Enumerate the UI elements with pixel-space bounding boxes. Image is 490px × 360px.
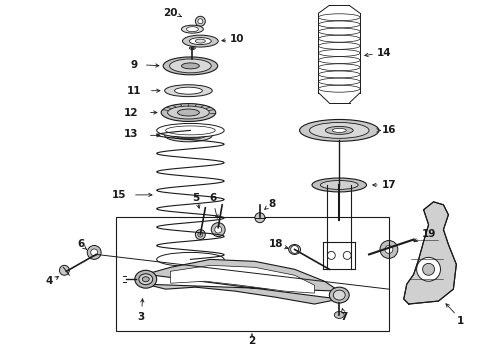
Text: 9: 9	[130, 60, 137, 70]
Ellipse shape	[334, 311, 344, 319]
Ellipse shape	[190, 46, 196, 50]
Ellipse shape	[182, 35, 218, 47]
Ellipse shape	[196, 39, 205, 43]
Text: 12: 12	[123, 108, 138, 117]
Text: 19: 19	[421, 229, 436, 239]
Ellipse shape	[333, 290, 345, 300]
Circle shape	[215, 226, 221, 233]
Ellipse shape	[332, 129, 346, 132]
Text: 18: 18	[269, 239, 283, 248]
Circle shape	[291, 246, 298, 253]
Ellipse shape	[289, 244, 300, 255]
Ellipse shape	[139, 274, 153, 285]
Text: 3: 3	[137, 312, 145, 322]
Circle shape	[196, 230, 205, 239]
Ellipse shape	[157, 123, 224, 137]
Ellipse shape	[177, 109, 199, 116]
Text: 6: 6	[77, 239, 85, 249]
Circle shape	[422, 264, 435, 275]
Ellipse shape	[190, 37, 211, 45]
Circle shape	[380, 240, 398, 258]
Ellipse shape	[163, 57, 218, 75]
Ellipse shape	[166, 126, 215, 135]
Text: 8: 8	[268, 199, 275, 209]
Circle shape	[416, 257, 441, 281]
Ellipse shape	[325, 126, 353, 134]
Text: 11: 11	[126, 86, 141, 96]
Text: 15: 15	[112, 190, 126, 200]
Text: 20: 20	[163, 8, 178, 18]
Text: 7: 7	[341, 312, 348, 322]
Circle shape	[91, 249, 98, 256]
Text: 2: 2	[248, 336, 256, 346]
Circle shape	[59, 265, 70, 275]
Ellipse shape	[181, 25, 203, 33]
Circle shape	[255, 213, 265, 223]
Text: 13: 13	[123, 129, 138, 139]
Text: 16: 16	[382, 125, 396, 135]
Ellipse shape	[187, 27, 198, 32]
Ellipse shape	[135, 270, 157, 288]
Ellipse shape	[312, 178, 367, 192]
Ellipse shape	[299, 120, 379, 141]
Ellipse shape	[142, 277, 149, 282]
Circle shape	[196, 16, 205, 26]
Ellipse shape	[165, 129, 212, 142]
Text: 4: 4	[46, 276, 53, 286]
Polygon shape	[171, 265, 315, 293]
Circle shape	[87, 246, 101, 260]
Ellipse shape	[168, 106, 209, 119]
Text: 14: 14	[377, 48, 391, 58]
Ellipse shape	[170, 59, 211, 73]
Circle shape	[198, 19, 203, 24]
Text: 10: 10	[230, 34, 245, 44]
Polygon shape	[404, 202, 456, 304]
Ellipse shape	[310, 122, 369, 138]
Polygon shape	[146, 260, 339, 304]
Ellipse shape	[161, 104, 216, 121]
Circle shape	[211, 223, 225, 237]
Ellipse shape	[320, 180, 358, 189]
Text: 6: 6	[210, 193, 217, 203]
Text: 17: 17	[382, 180, 396, 190]
Circle shape	[385, 246, 393, 253]
Ellipse shape	[181, 63, 199, 69]
Ellipse shape	[157, 252, 224, 266]
Ellipse shape	[174, 87, 202, 94]
Ellipse shape	[329, 287, 349, 303]
Text: 5: 5	[192, 193, 199, 203]
Text: 1: 1	[457, 316, 464, 326]
Ellipse shape	[165, 85, 212, 96]
